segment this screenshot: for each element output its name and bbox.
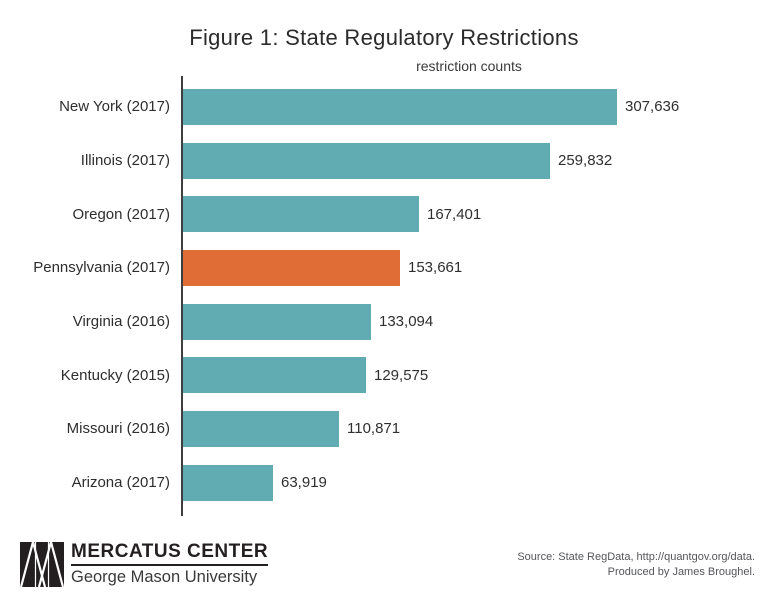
chart-rows: New York (2017) 307,636 Illinois (2017) 259… [0, 80, 768, 510]
bar [183, 464, 273, 501]
value-label: 259,832 [558, 152, 613, 170]
bar-area: 167,401 [183, 187, 768, 241]
bar-area: 63,919 [183, 456, 768, 510]
bar-row: Virginia (2016) 133,094 [0, 295, 768, 349]
bar [183, 410, 339, 447]
value-label: 110,871 [347, 420, 401, 438]
value-label: 129,575 [374, 366, 429, 384]
category-label: Missouri (2016) [66, 420, 170, 438]
logo-title: MERCATUS CENTER [71, 542, 269, 567]
bar [183, 88, 617, 125]
bar-area: 129,575 [183, 348, 768, 402]
value-label: 133,094 [379, 313, 434, 331]
mercatus-logo: MERCATUS CENTER George Mason University [20, 541, 269, 588]
footer: MERCATUS CENTER George Mason University … [0, 541, 768, 588]
value-label: 307,636 [625, 98, 680, 116]
category-label: Arizona (2017) [71, 474, 170, 492]
bar-highlighted [183, 249, 400, 286]
bar-area: 153,661 [183, 241, 768, 295]
bar-area: 259,832 [183, 134, 768, 188]
mercatus-triangles-icon [20, 541, 64, 588]
logo-subtitle: George Mason University [71, 568, 258, 587]
source-attribution: Source: State RegData, http://quantgov.o… [517, 550, 755, 588]
value-label: 153,661 [408, 259, 463, 277]
bar [183, 357, 366, 394]
bar [183, 142, 550, 179]
category-label: New York (2017) [59, 98, 170, 116]
source-line: Source: State RegData, http://quantgov.o… [517, 551, 755, 564]
bar-area: 133,094 [183, 295, 768, 349]
bar-row: Kentucky (2015) 129,575 [0, 348, 768, 402]
category-label: Pennsylvania (2017) [33, 259, 170, 277]
category-label: Kentucky (2015) [60, 366, 170, 384]
bar-row: Oregon (2017) 167,401 [0, 187, 768, 241]
bar [183, 196, 419, 233]
chart-subtitle: restriction counts [416, 58, 522, 74]
logo-text: MERCATUS CENTER George Mason University [71, 542, 269, 587]
bar-chart: New York (2017) 307,636 Illinois (2017) 259… [0, 76, 768, 516]
page-title: Figure 1: State Regulatory Restrictions [189, 25, 579, 50]
bar-row: Illinois (2017) 259,832 [0, 134, 768, 188]
bar-row: Missouri (2016) 110,871 [0, 402, 768, 456]
category-label: Virginia (2016) [72, 313, 170, 331]
value-label: 167,401 [427, 205, 482, 223]
producer-line: Produced by James Broughel. [607, 566, 755, 579]
category-label: Illinois (2017) [80, 152, 170, 170]
bar-area: 110,871 [183, 402, 768, 456]
category-label: Oregon (2017) [72, 205, 170, 223]
bar-row: Arizona (2017) 63,919 [0, 456, 768, 510]
bar-row: New York (2017) 307,636 [0, 80, 768, 134]
bar [183, 303, 371, 340]
y-axis-line [181, 76, 183, 516]
value-label: 63,919 [281, 474, 327, 492]
bar-area: 307,636 [183, 80, 768, 134]
bar-row: Pennsylvania (2017) 153,661 [0, 241, 768, 295]
